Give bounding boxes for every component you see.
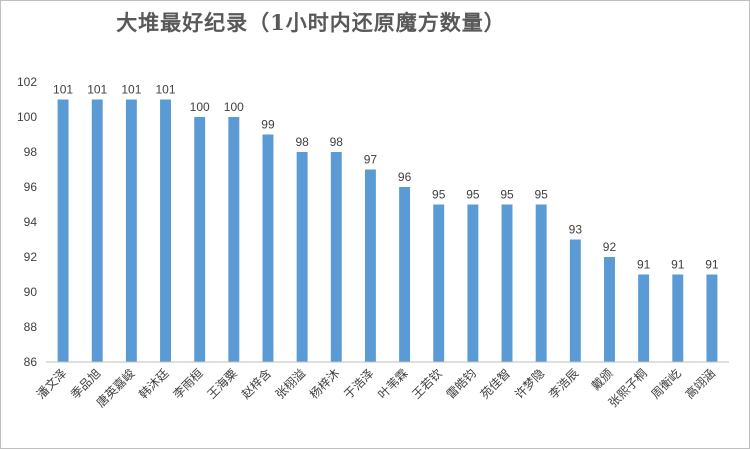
bar (296, 152, 308, 362)
data-label: 95 (500, 188, 514, 202)
bar (125, 99, 137, 362)
bar (467, 204, 479, 362)
x-tick-label: 苑佳智 (477, 366, 513, 402)
bar (91, 99, 103, 362)
x-tick-label: 李浩辰 (545, 366, 581, 402)
x-tick-label: 杨梓沐 (306, 366, 342, 402)
data-label: 98 (295, 135, 309, 149)
bar (160, 99, 171, 362)
y-tick-label: 102 (17, 75, 37, 89)
data-label: 91 (671, 258, 685, 272)
x-tick-label: 赵梓含 (238, 366, 274, 402)
data-label: 93 (569, 223, 583, 237)
data-label: 101 (156, 83, 176, 97)
data-label: 100 (224, 100, 244, 114)
bar (228, 117, 240, 362)
x-tick-label: 唐英嘉峻 (93, 366, 138, 411)
data-label: 95 (534, 188, 548, 202)
y-tick-label: 96 (24, 180, 38, 194)
bar (330, 152, 342, 362)
x-tick-label: 王海粟 (204, 366, 240, 402)
data-label: 98 (330, 135, 344, 149)
y-tick-label: 86 (24, 355, 38, 369)
x-tick-label: 叶苇霖 (375, 366, 410, 401)
chart-title: 大堆最好纪录（1小时内还原魔方数量） (116, 10, 506, 35)
bar (262, 134, 274, 362)
bar (638, 274, 650, 362)
bar (604, 257, 615, 362)
y-tick-label: 94 (24, 215, 38, 229)
x-tick-label: 高翊涵 (682, 366, 718, 402)
data-label: 95 (466, 188, 480, 202)
y-tick-label: 90 (24, 285, 38, 299)
data-label: 101 (121, 83, 141, 97)
bar (194, 117, 206, 362)
x-tick-label: 雷皓钧 (444, 366, 479, 401)
bar (364, 169, 376, 362)
x-tick-label: 戴颁 (588, 366, 616, 394)
bar (501, 204, 513, 362)
x-tick-label: 李雨桓 (170, 366, 206, 402)
bar (433, 204, 445, 362)
data-label: 99 (261, 118, 275, 132)
bar (399, 187, 411, 362)
y-tick-label: 92 (24, 250, 38, 264)
x-tick-label: 张熙子桐 (606, 366, 650, 410)
x-tick-label: 韩沐廷 (136, 366, 172, 402)
data-label: 96 (398, 170, 412, 184)
bar (57, 99, 69, 362)
bar (672, 274, 684, 362)
y-tick-label: 98 (24, 145, 38, 159)
bar (535, 204, 547, 362)
data-label: 101 (53, 83, 73, 97)
x-tick-label: 周衡屹 (649, 366, 684, 401)
x-tick-label: 许梦隐 (512, 366, 547, 401)
data-label: 91 (705, 258, 719, 272)
data-label: 91 (637, 258, 651, 272)
bar (706, 274, 718, 362)
data-label: 97 (364, 153, 378, 167)
x-tick-label: 王若钦 (409, 366, 444, 401)
x-tick-label: 张栩溢 (272, 366, 308, 402)
data-label: 101 (87, 83, 107, 97)
data-label: 95 (432, 188, 446, 202)
x-tick-label: 潘文泽 (33, 366, 69, 402)
data-label: 100 (190, 100, 210, 114)
y-tick-label: 100 (17, 110, 37, 124)
data-label: 92 (603, 240, 617, 254)
x-tick-label: 于浩泽 (341, 366, 376, 401)
y-tick-label: 88 (24, 320, 38, 334)
bar (569, 239, 581, 362)
